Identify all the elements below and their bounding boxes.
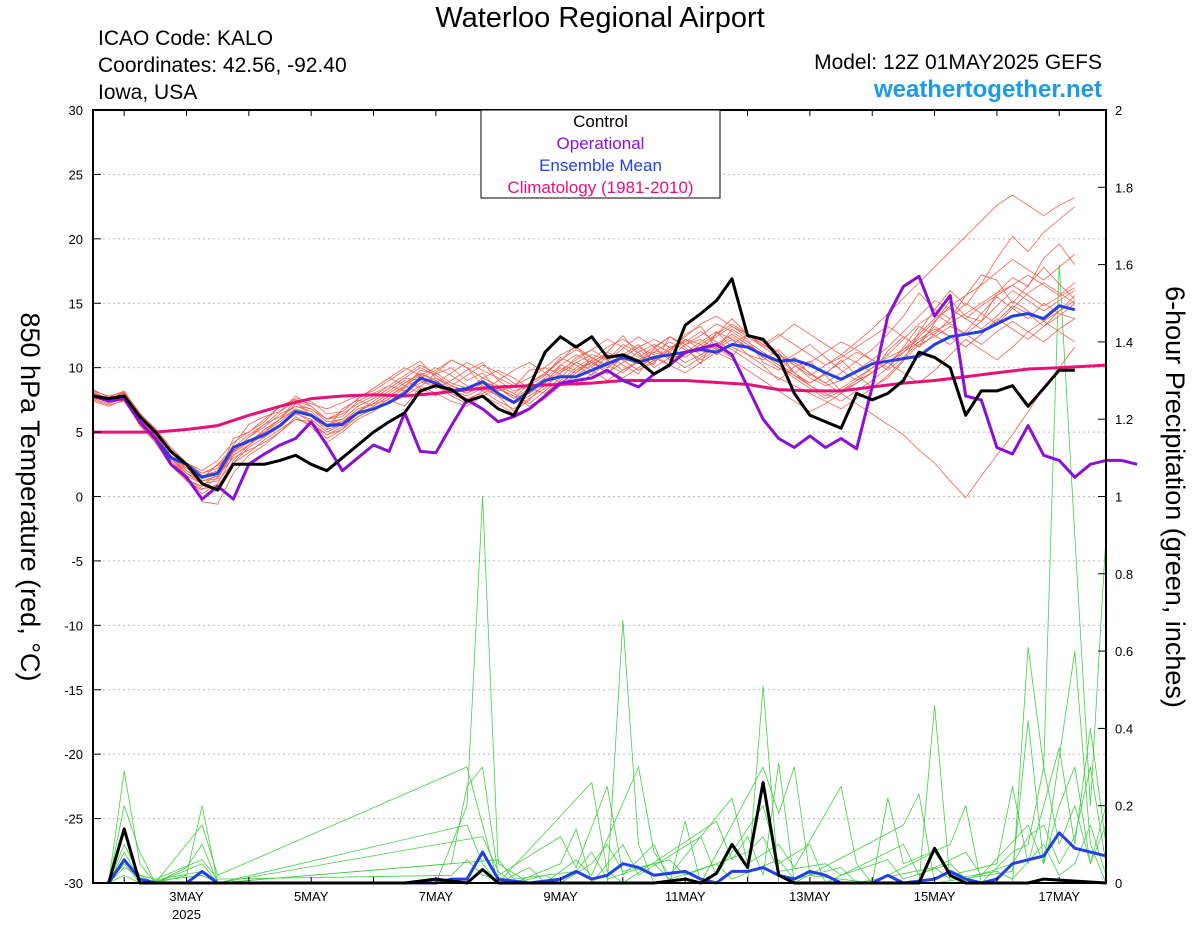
model-run: Model: 12Z 01MAY2025 GEFS (814, 51, 1102, 74)
temp-member-line (92, 323, 1076, 499)
x-tick-label: 17MAY (1038, 889, 1080, 904)
y-tick-label: -25 (64, 812, 83, 827)
x-tick-label: 11MAY (665, 889, 706, 904)
y2-tick-label: 0.4 (1115, 721, 1133, 736)
temp-member-line (92, 295, 1076, 482)
legend-entry: Climatology (1981-2010) (507, 178, 693, 197)
precip-member-line (108, 824, 1107, 884)
y-tick-label: -30 (64, 876, 83, 891)
precip-member-line (108, 766, 1107, 884)
y2-tick-label: 0 (1115, 876, 1122, 891)
legend-entry: Ensemble Mean (539, 156, 662, 175)
precip-member-line (108, 728, 1107, 884)
chart-title: Waterloo Regional Airport (435, 2, 765, 34)
y-tick-label: -5 (71, 554, 83, 569)
y-tick-label: -15 (64, 683, 83, 698)
temp-member-line (92, 282, 1076, 472)
y-tick-label: 10 (69, 361, 83, 376)
y-tick-label: 25 (69, 167, 83, 182)
y-tick-label: 0 (76, 490, 83, 505)
y-tick-label: 15 (69, 296, 83, 311)
y2-tick-label: 0.8 (1115, 567, 1133, 582)
x-tick-label: 13MAY (789, 889, 831, 904)
coordinates: Coordinates: 42.56, -92.40 (98, 54, 347, 77)
y-tick-label: -20 (64, 747, 83, 762)
climatology-line (93, 363, 1107, 434)
legend-entry: Operational (557, 134, 645, 153)
x-tick-label: 15MAY (914, 889, 956, 904)
y2-tick-label: 1 (1115, 490, 1122, 505)
x-tick-label: 5MAY (294, 889, 329, 904)
icao-code: ICAO Code: KALO (98, 27, 274, 50)
precip-member-line (108, 264, 1107, 884)
legend-entry: Control (573, 112, 628, 131)
y2-tick-label: 2 (1115, 103, 1122, 118)
precip-member-line (108, 766, 1107, 884)
temp-member-line (92, 253, 1076, 479)
operational-temp-line (92, 274, 1138, 501)
legend-box (480, 109, 721, 199)
y-tick-label: -10 (64, 618, 83, 633)
x-tick-label: 3MAY (169, 889, 204, 904)
control-precip-line (107, 781, 1107, 885)
x-tick-label: 7MAY (419, 889, 454, 904)
precip-member-line (108, 650, 1107, 884)
y2-tick-label: 0.6 (1115, 644, 1133, 659)
y-tick-label: 20 (69, 232, 83, 247)
temp-member-line (92, 274, 1076, 482)
temp-member-line (92, 284, 1075, 477)
ensemble-mean-temp-line (92, 304, 1076, 479)
y2-tick-label: 1.6 (1115, 258, 1133, 273)
region: Iowa, USA (98, 81, 198, 104)
y2-tick-label: 1.8 (1115, 180, 1133, 195)
y2-tick-label: 1.2 (1115, 412, 1133, 427)
y-tick-label: 5 (76, 425, 83, 440)
x-tick-label: 9MAY (543, 889, 578, 904)
y-tick-label: 30 (69, 103, 83, 118)
y2-tick-label: 0.2 (1115, 799, 1133, 814)
site-link[interactable]: weathertogether.net (873, 76, 1102, 103)
y2-tick-label: 1.4 (1115, 335, 1133, 350)
control-temp-line (92, 277, 1075, 492)
x-year-label: 2025 (172, 907, 201, 922)
temp-member-line (92, 243, 1076, 491)
precip-member-line (108, 766, 1107, 884)
temp-member-line (92, 300, 1076, 474)
